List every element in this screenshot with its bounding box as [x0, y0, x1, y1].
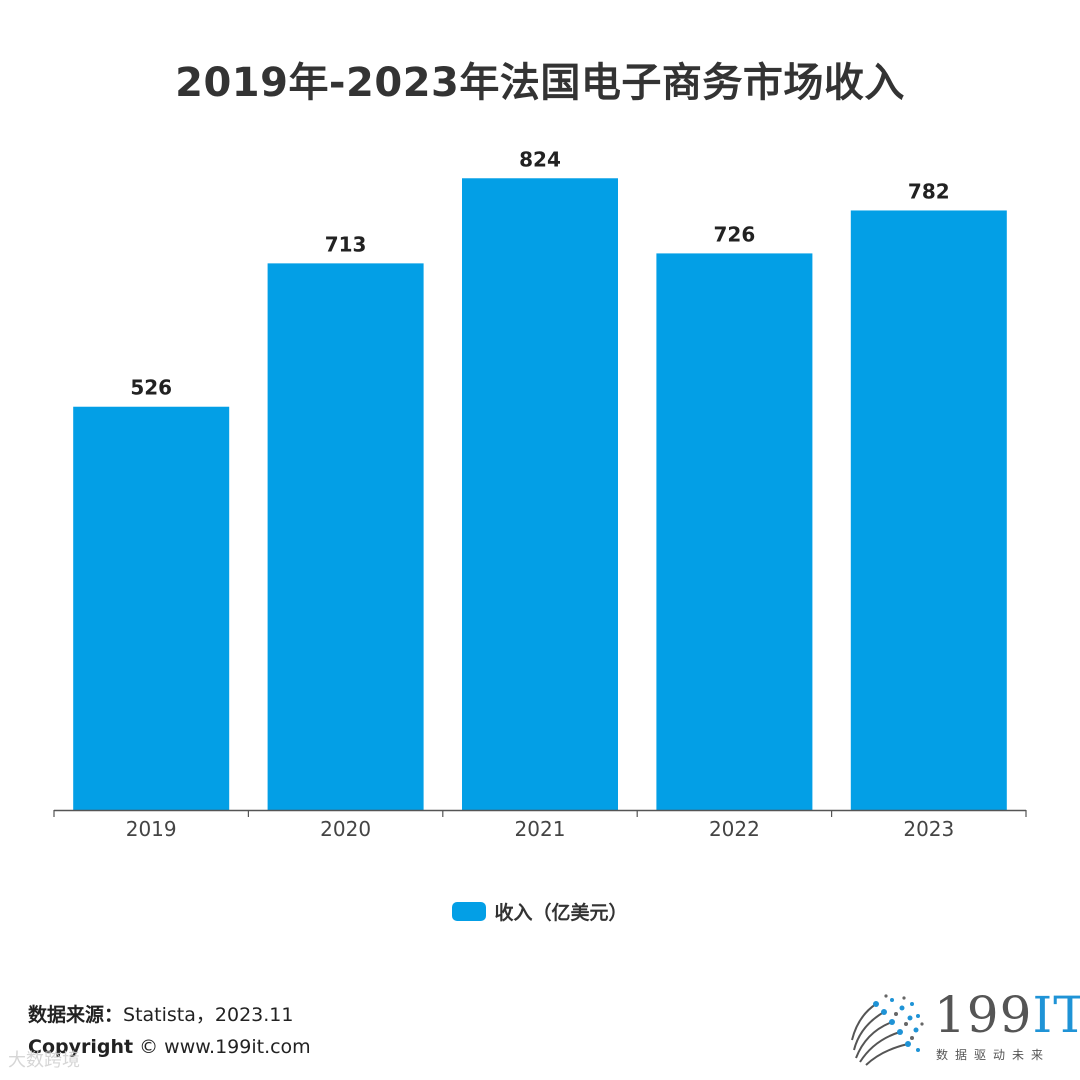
legend: 收入（亿美元）	[0, 898, 1080, 925]
x-tick-label-2023: 2023	[903, 817, 954, 841]
brand-logo: 199IT 数据驱动未来	[846, 986, 1080, 1068]
logo-it: IT	[1032, 986, 1080, 1044]
legend-label: 收入（亿美元）	[494, 902, 628, 924]
bar-2022	[656, 253, 813, 810]
data-label-2023: 782	[908, 179, 950, 203]
data-label-2021: 824	[519, 147, 561, 171]
data-label-2020: 713	[325, 232, 367, 256]
bar-2023	[850, 210, 1007, 810]
x-tick-label-2019: 2019	[126, 817, 177, 841]
legend-swatch	[452, 902, 487, 921]
data-source: 数据来源：Statista，2023.11	[28, 1000, 293, 1027]
copyright: Copyright © www.199it.com	[28, 1036, 311, 1058]
x-tick-label-2022: 2022	[709, 817, 760, 841]
chart-title: 2019年-2023年法国电子商务市场收入	[175, 60, 905, 106]
dot-sphere-icon	[851, 994, 924, 1066]
data-label-2022: 726	[714, 222, 756, 246]
data-label-2019: 526	[130, 376, 172, 400]
x-tick-label-2021: 2021	[515, 817, 566, 841]
copyright-value: © www.199it.com	[139, 1036, 311, 1058]
bar-2020	[267, 263, 424, 810]
source-value: Statista，2023.11	[123, 1004, 294, 1026]
logo-number: 199	[934, 986, 1033, 1044]
logo-wordmark: 199IT	[934, 986, 1080, 1044]
x-tick-label-2020: 2020	[320, 817, 371, 841]
source-label: 数据来源：	[28, 1004, 124, 1026]
copyright-label: Copyright	[28, 1036, 134, 1058]
bar-chart: 526 2019 713 2020 824 2021 726 2022 782 2023	[53, 147, 1027, 841]
logo-tagline: 数据驱动未来	[936, 1048, 1051, 1062]
bar-2019	[73, 406, 230, 810]
watermark: 大数跨境	[8, 1050, 80, 1071]
bar-2021	[462, 178, 618, 810]
